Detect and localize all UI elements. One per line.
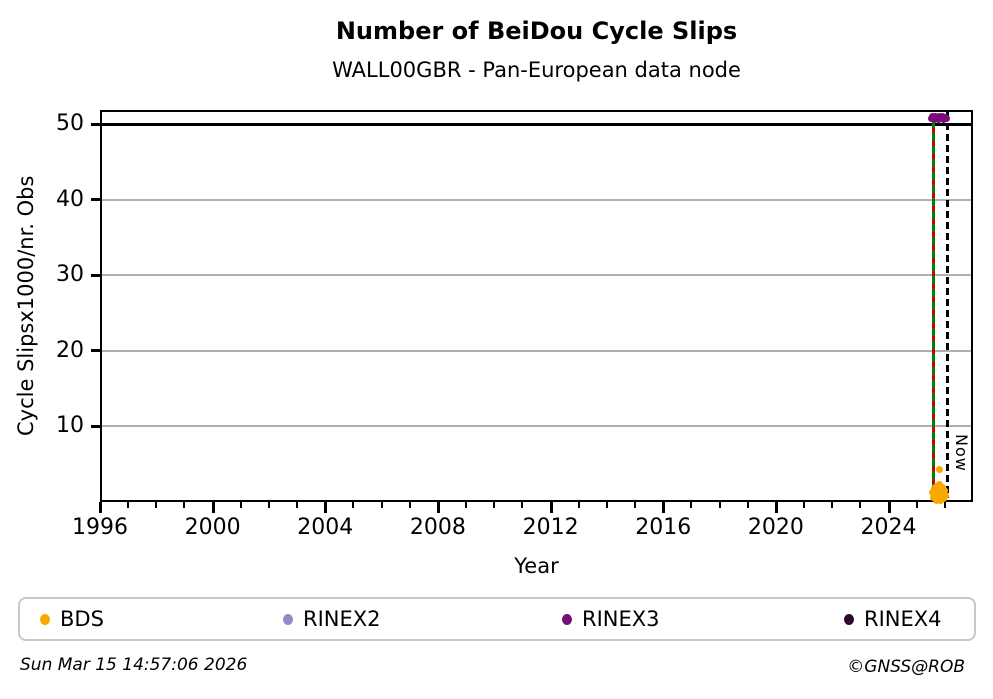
x-minor-tick-2022 (831, 502, 834, 508)
gridline-y-20 (102, 349, 971, 352)
x-minor-tick-2021 (803, 502, 806, 508)
y-axis-label: Cycle Slipsx1000/nr. Obs (14, 175, 38, 437)
y-tick-label-50: 50 (56, 111, 84, 137)
x-minor-tick-1998 (155, 502, 158, 508)
x-minor-tick-2018 (718, 502, 721, 508)
x-tick-2004 (324, 502, 328, 513)
rinex2-marker-icon (283, 613, 293, 625)
bds-marker-icon (40, 613, 50, 625)
now-line (945, 112, 949, 498)
rinex4-marker-icon (844, 613, 854, 625)
x-tick-2020 (774, 502, 778, 513)
BDS-data-point (932, 496, 940, 504)
legend-box: BDS RINEX2 RINEX3 RINEX4 (18, 597, 976, 641)
x-axis-label: Year (514, 554, 559, 578)
y-tick-label-10: 10 (56, 413, 84, 439)
x-tick-1996 (99, 502, 102, 513)
x-minor-tick-2011 (521, 502, 524, 508)
BDS-data-point (928, 489, 936, 497)
BDS-data-point (936, 466, 944, 474)
gridline-y-30 (102, 274, 971, 277)
x-tick-2024 (887, 502, 891, 513)
x-tick-2016 (662, 502, 666, 513)
x-tick-label-1996: 1996 (72, 515, 128, 540)
receiver-event-line (932, 115, 936, 498)
x-tick-2008 (436, 502, 440, 513)
now-annotation: Now (952, 434, 971, 472)
threshold-line (100, 122, 973, 126)
y-tick-label-30: 30 (56, 262, 84, 288)
legend-label-bds: BDS (60, 607, 104, 631)
x-minor-tick-2013 (577, 502, 580, 508)
x-minor-tick-2023 (859, 502, 862, 508)
RINEX3-data-point (943, 114, 951, 122)
x-tick-label-2004: 2004 (297, 515, 354, 540)
chart-subtitle: WALL00GBR - Pan-European data node (332, 58, 741, 82)
x-tick-label-2016: 2016 (635, 515, 692, 540)
BDS-data-point (937, 496, 945, 504)
x-minor-tick-2007 (408, 502, 411, 508)
x-tick-2000 (211, 502, 215, 513)
legend-item-bds: BDS (40, 599, 104, 639)
legend-item-rinex3: RINEX3 (562, 599, 660, 639)
plot-area: Now (100, 110, 973, 504)
legend-item-rinex4: RINEX4 (844, 599, 942, 639)
x-tick-label-2020: 2020 (747, 515, 804, 540)
gridline-y-40 (102, 198, 971, 201)
x-minor-tick-2006 (380, 502, 383, 508)
legend-label-rinex2: RINEX2 (303, 607, 381, 631)
x-minor-tick-2003 (296, 502, 299, 508)
BDS-data-point (941, 487, 949, 495)
y-tick-40 (91, 198, 100, 202)
x-minor-tick-2010 (493, 502, 496, 508)
copyright-credit: ©GNSS@ROB (847, 657, 965, 677)
x-tick-2012 (549, 502, 553, 513)
x-minor-tick-2014 (605, 502, 608, 508)
legend-label-rinex4: RINEX4 (864, 607, 942, 631)
x-minor-tick-1997 (127, 502, 130, 508)
x-minor-tick-2015 (634, 502, 637, 508)
chart-title: Number of BeiDou Cycle Slips (335, 17, 738, 45)
x-minor-tick-2001 (239, 502, 242, 508)
x-tick-label-2008: 2008 (409, 515, 466, 540)
y-tick-50 (91, 122, 100, 126)
x-minor-tick-2017 (690, 502, 693, 508)
legend-item-rinex2: RINEX2 (283, 599, 381, 639)
rinex3-marker-icon (562, 613, 572, 625)
y-tick-label-40: 40 (56, 186, 84, 212)
BDS-data-point (941, 491, 949, 499)
y-tick-20 (91, 349, 100, 353)
x-tick-label-2000: 2000 (184, 515, 241, 540)
x-minor-tick-1999 (183, 502, 186, 508)
plot-timestamp: Sun Mar 15 14:57:06 2026 (20, 655, 248, 675)
y-tick-10 (91, 424, 100, 428)
x-minor-tick-2009 (465, 502, 468, 508)
y-tick-label-20: 20 (56, 337, 84, 363)
x-minor-tick-2005 (352, 502, 355, 508)
gridline-y-10 (102, 425, 971, 428)
x-minor-tick-2026 (943, 502, 946, 508)
x-minor-tick-2025 (915, 502, 918, 508)
y-tick-30 (91, 273, 100, 277)
x-minor-tick-2002 (267, 502, 270, 508)
legend-label-rinex3: RINEX3 (582, 607, 660, 631)
x-tick-label-2024: 2024 (860, 515, 917, 540)
x-tick-label-2012: 2012 (522, 515, 579, 540)
x-minor-tick-2019 (746, 502, 749, 508)
